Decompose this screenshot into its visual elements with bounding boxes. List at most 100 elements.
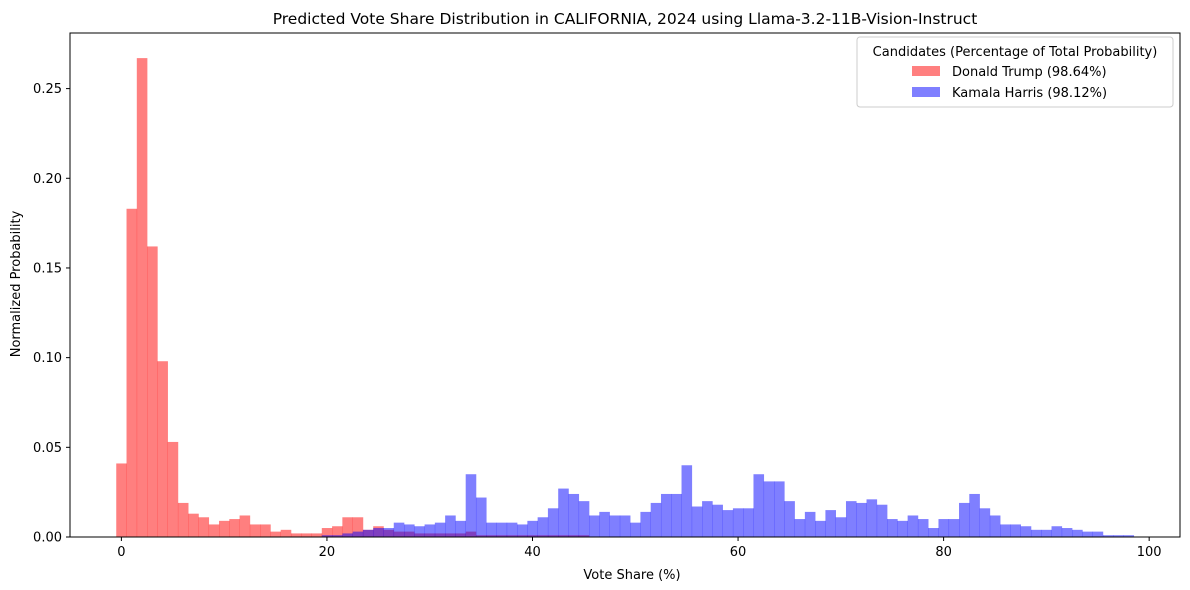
bar-harris: [989, 515, 1001, 537]
bar-trump: [167, 441, 179, 537]
bar-harris: [804, 511, 816, 537]
bar-trump: [188, 513, 199, 537]
bar-harris: [1082, 531, 1093, 537]
bar-harris: [506, 522, 518, 537]
bar-harris: [732, 508, 744, 537]
bar-trump: [147, 246, 158, 537]
bar-harris: [373, 528, 384, 537]
legend-swatch-harris: [912, 87, 940, 97]
legend-label-trump: Donald Trump (98.64%): [952, 65, 1107, 80]
bar-trump: [311, 533, 323, 537]
bar-harris: [897, 520, 908, 537]
bar-harris: [660, 493, 672, 537]
bar-harris: [845, 501, 857, 537]
bar-harris: [630, 522, 641, 537]
bar-trump: [342, 517, 353, 537]
bar-harris: [1061, 528, 1073, 537]
bar-harris: [496, 522, 508, 537]
bar-harris: [599, 511, 610, 537]
bar-harris: [928, 528, 939, 537]
legend-swatch-trump: [912, 66, 940, 76]
bar-trump: [321, 528, 333, 537]
bar-harris: [722, 510, 734, 537]
x-tick-label: 60: [730, 545, 747, 560]
series-trump: [116, 58, 590, 537]
bar-trump: [249, 524, 261, 537]
x-tick-label: 80: [935, 545, 952, 560]
bar-trump: [270, 531, 281, 537]
bar-harris: [609, 515, 621, 537]
bar-trump: [301, 533, 312, 537]
plot-area: [116, 58, 1135, 537]
bar-harris: [527, 520, 538, 537]
bar-harris: [825, 510, 836, 537]
bar-harris: [691, 506, 703, 537]
x-axis-label: Vote Share (%): [583, 568, 680, 583]
bar-harris: [712, 504, 723, 537]
bar-harris: [784, 501, 795, 537]
x-tick-label: 20: [319, 545, 336, 560]
bar-harris: [1102, 535, 1114, 537]
bar-harris: [743, 508, 754, 537]
bar-harris: [856, 502, 867, 537]
bar-harris: [445, 515, 456, 537]
series-harris: [321, 465, 1135, 537]
bar-harris: [681, 465, 693, 537]
bar-harris: [332, 535, 343, 537]
chart-title: Predicted Vote Share Distribution in CAL…: [273, 10, 978, 28]
bar-harris: [774, 481, 785, 537]
bar-harris: [619, 515, 631, 537]
bar-harris: [342, 533, 353, 537]
bar-harris: [835, 517, 847, 537]
x-tick-label: 0: [117, 545, 125, 560]
bar-trump: [260, 524, 271, 537]
bar-harris: [640, 511, 651, 537]
bar-harris: [1030, 529, 1042, 537]
bar-harris: [404, 524, 415, 537]
bar-harris: [753, 474, 765, 537]
bar-harris: [907, 515, 919, 537]
bar-harris: [1051, 526, 1063, 537]
bar-harris: [383, 528, 395, 537]
bar-harris: [1041, 529, 1052, 537]
bar-harris: [1000, 524, 1011, 537]
bar-trump: [332, 526, 343, 537]
bar-harris: [763, 481, 775, 537]
legend-label-harris: Kamala Harris (98.12%): [952, 86, 1107, 101]
y-tick-label: 0.25: [33, 82, 62, 97]
bar-harris: [1072, 529, 1083, 537]
bar-trump: [239, 515, 251, 537]
bar-trump: [219, 520, 230, 537]
bar-trump: [157, 361, 168, 537]
bar-harris: [424, 524, 436, 537]
bar-harris: [537, 517, 549, 537]
plot-frame: [69, 32, 1181, 538]
bar-harris: [393, 522, 405, 537]
y-axis-label: Normalized Probability: [9, 210, 24, 357]
bar-harris: [887, 519, 898, 537]
bar-harris: [1123, 535, 1135, 537]
bar-harris: [352, 531, 364, 537]
bar-harris: [321, 535, 333, 537]
bar-trump: [229, 519, 240, 537]
bar-harris: [475, 497, 487, 537]
y-tick-label: 0.05: [33, 441, 62, 456]
bar-harris: [589, 515, 600, 537]
bar-harris: [702, 501, 713, 537]
bar-harris: [794, 519, 806, 537]
bar-harris: [547, 508, 559, 537]
x-axis: 0 20 40 60 80 100: [117, 537, 1162, 560]
legend: Candidates (Percentage of Total Probabil…: [856, 36, 1174, 108]
y-tick-label: 0.15: [33, 261, 62, 276]
bar-harris: [815, 520, 826, 537]
y-tick-label: 0.20: [33, 172, 62, 187]
bar-harris: [1092, 531, 1104, 537]
bar-harris: [414, 526, 425, 537]
y-axis: 0.00 0.05 0.10 0.15 0.20 0.25: [33, 82, 70, 546]
bar-harris: [568, 493, 580, 537]
bar-harris: [948, 519, 960, 537]
bar-harris: [486, 522, 497, 537]
bar-harris: [362, 529, 374, 537]
y-tick-label: 0.10: [33, 351, 62, 366]
